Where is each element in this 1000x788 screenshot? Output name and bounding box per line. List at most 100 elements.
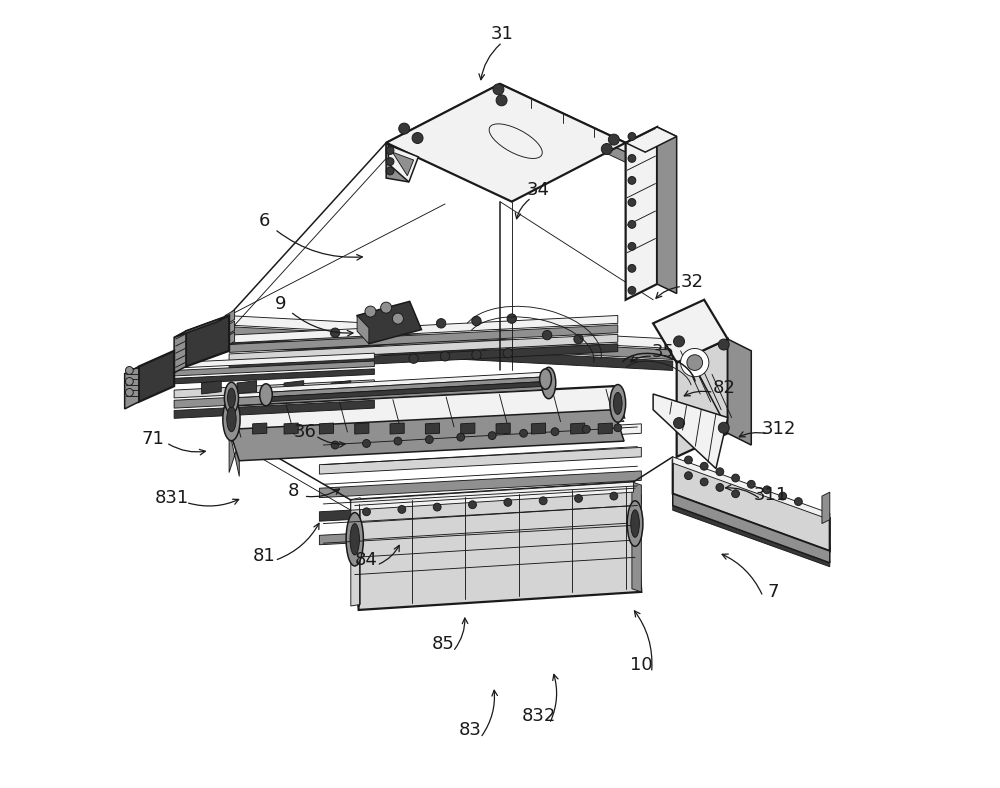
Circle shape <box>763 486 771 494</box>
Polygon shape <box>388 145 418 182</box>
Polygon shape <box>319 448 641 474</box>
Polygon shape <box>229 386 624 437</box>
Circle shape <box>365 306 376 317</box>
Polygon shape <box>229 406 239 437</box>
Polygon shape <box>673 489 830 551</box>
Circle shape <box>718 339 729 350</box>
Polygon shape <box>673 473 830 535</box>
Polygon shape <box>174 331 186 373</box>
Ellipse shape <box>260 384 272 406</box>
Circle shape <box>392 313 403 324</box>
Circle shape <box>718 422 729 433</box>
Circle shape <box>747 481 755 489</box>
Polygon shape <box>319 423 334 434</box>
Circle shape <box>575 495 582 503</box>
Polygon shape <box>264 377 547 397</box>
Text: 81: 81 <box>253 547 276 565</box>
Circle shape <box>472 350 481 359</box>
Circle shape <box>520 429 527 437</box>
Text: 7: 7 <box>768 583 779 601</box>
Polygon shape <box>496 423 510 434</box>
Ellipse shape <box>227 407 236 432</box>
Circle shape <box>125 366 133 374</box>
Circle shape <box>433 504 441 511</box>
Circle shape <box>628 199 636 206</box>
Polygon shape <box>331 381 351 394</box>
Polygon shape <box>229 429 239 477</box>
Text: 82: 82 <box>712 379 735 396</box>
Circle shape <box>542 330 552 340</box>
Circle shape <box>779 492 787 500</box>
Polygon shape <box>425 423 440 434</box>
Circle shape <box>496 95 507 106</box>
Circle shape <box>440 351 450 361</box>
Polygon shape <box>392 152 414 176</box>
Circle shape <box>601 143 612 154</box>
Polygon shape <box>653 394 728 469</box>
Text: 35: 35 <box>652 343 675 361</box>
Ellipse shape <box>540 369 551 389</box>
Circle shape <box>401 322 410 331</box>
Ellipse shape <box>613 392 622 414</box>
Circle shape <box>330 328 340 337</box>
Polygon shape <box>186 315 229 366</box>
Polygon shape <box>357 315 369 344</box>
Circle shape <box>386 147 394 154</box>
Polygon shape <box>653 299 728 362</box>
Circle shape <box>610 492 618 500</box>
Text: 9: 9 <box>274 295 286 313</box>
Circle shape <box>628 286 636 294</box>
Text: 10: 10 <box>630 656 653 674</box>
Text: 832: 832 <box>522 707 556 725</box>
Ellipse shape <box>223 397 240 440</box>
Polygon shape <box>598 423 612 434</box>
Text: 85: 85 <box>432 634 455 652</box>
Polygon shape <box>225 310 235 325</box>
Polygon shape <box>657 127 677 293</box>
Polygon shape <box>673 461 830 551</box>
Circle shape <box>700 463 708 470</box>
Polygon shape <box>174 315 229 337</box>
Circle shape <box>628 221 636 229</box>
Ellipse shape <box>631 510 639 537</box>
Polygon shape <box>174 400 374 418</box>
Polygon shape <box>229 344 618 371</box>
Polygon shape <box>355 423 369 434</box>
Polygon shape <box>386 84 626 202</box>
Polygon shape <box>822 492 830 523</box>
Circle shape <box>488 432 496 440</box>
Ellipse shape <box>542 367 556 399</box>
Text: 31: 31 <box>491 25 514 43</box>
Polygon shape <box>319 518 641 545</box>
Polygon shape <box>253 423 267 434</box>
Polygon shape <box>125 366 139 409</box>
Circle shape <box>366 325 375 334</box>
Polygon shape <box>202 381 221 394</box>
Text: 312: 312 <box>762 420 796 438</box>
Circle shape <box>507 314 516 323</box>
Circle shape <box>399 123 410 134</box>
Circle shape <box>125 388 133 396</box>
Polygon shape <box>225 337 673 370</box>
Polygon shape <box>174 369 374 384</box>
Text: 71: 71 <box>141 429 164 448</box>
Text: 831: 831 <box>155 489 189 507</box>
Text: 6: 6 <box>259 212 270 230</box>
Circle shape <box>687 355 703 370</box>
Circle shape <box>716 468 724 476</box>
Circle shape <box>125 377 133 385</box>
Circle shape <box>732 490 739 498</box>
Polygon shape <box>502 374 513 386</box>
Polygon shape <box>229 315 618 343</box>
Circle shape <box>574 334 583 344</box>
Polygon shape <box>174 390 374 408</box>
Ellipse shape <box>627 501 643 546</box>
Circle shape <box>539 497 547 505</box>
Polygon shape <box>225 332 235 347</box>
Polygon shape <box>284 381 304 394</box>
Circle shape <box>628 177 636 184</box>
Polygon shape <box>626 127 657 299</box>
Polygon shape <box>229 377 551 398</box>
Polygon shape <box>319 471 641 498</box>
Polygon shape <box>571 423 585 434</box>
